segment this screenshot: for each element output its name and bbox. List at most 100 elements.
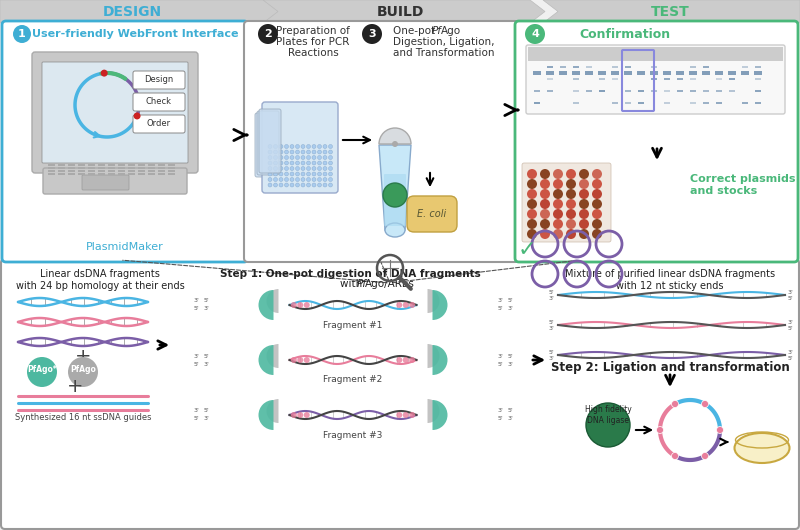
Circle shape — [579, 229, 589, 239]
Polygon shape — [543, 0, 800, 23]
Circle shape — [323, 166, 327, 171]
Text: 3': 3' — [507, 306, 513, 312]
FancyBboxPatch shape — [43, 168, 187, 194]
Bar — [677, 78, 683, 80]
Bar — [755, 78, 761, 80]
Circle shape — [402, 302, 409, 308]
Bar — [148, 164, 155, 166]
Circle shape — [329, 145, 333, 148]
Circle shape — [329, 172, 333, 176]
Bar — [716, 90, 722, 92]
Circle shape — [527, 189, 537, 199]
FancyBboxPatch shape — [2, 21, 248, 262]
Bar — [158, 167, 165, 169]
Bar — [534, 90, 540, 92]
Bar — [715, 71, 723, 75]
Circle shape — [592, 179, 602, 189]
Circle shape — [579, 199, 589, 209]
Circle shape — [258, 24, 278, 44]
Circle shape — [291, 302, 297, 308]
Bar — [547, 90, 553, 92]
Circle shape — [274, 150, 278, 154]
Circle shape — [396, 302, 402, 308]
Bar — [48, 170, 55, 172]
Circle shape — [671, 401, 678, 408]
Circle shape — [301, 172, 305, 176]
Text: Fragment #2: Fragment #2 — [323, 375, 382, 384]
Bar — [598, 71, 606, 75]
Bar — [637, 71, 645, 75]
Text: Synthesized 16 nt ssDNA guides: Synthesized 16 nt ssDNA guides — [14, 413, 151, 422]
Circle shape — [298, 412, 303, 418]
Bar — [728, 71, 736, 75]
Circle shape — [525, 24, 545, 44]
Bar — [138, 173, 145, 175]
Circle shape — [268, 161, 272, 165]
FancyBboxPatch shape — [133, 115, 185, 133]
Bar — [676, 71, 684, 75]
Circle shape — [329, 166, 333, 171]
Circle shape — [268, 166, 272, 171]
Text: Reactions: Reactions — [288, 48, 338, 58]
Text: E. coli: E. coli — [418, 209, 446, 219]
Circle shape — [312, 161, 316, 165]
Bar — [755, 66, 761, 68]
Circle shape — [540, 169, 550, 179]
Circle shape — [318, 166, 322, 171]
Circle shape — [285, 172, 289, 176]
Circle shape — [290, 145, 294, 148]
Bar — [158, 164, 165, 166]
Circle shape — [274, 145, 278, 148]
Bar — [88, 170, 95, 172]
Circle shape — [291, 357, 297, 363]
Circle shape — [285, 166, 289, 171]
Circle shape — [312, 178, 316, 181]
Bar — [586, 90, 592, 92]
Circle shape — [527, 199, 537, 209]
Bar — [108, 167, 115, 169]
Bar — [638, 90, 644, 92]
Bar — [599, 90, 605, 92]
Text: 3': 3' — [548, 325, 554, 331]
Bar — [48, 173, 55, 175]
Bar — [651, 78, 657, 80]
Text: 5': 5' — [497, 361, 503, 367]
Text: Preparation of: Preparation of — [276, 26, 350, 36]
Bar — [702, 71, 710, 75]
Text: DESIGN: DESIGN — [102, 4, 162, 19]
Bar — [703, 66, 709, 68]
Circle shape — [301, 166, 305, 171]
Circle shape — [383, 183, 407, 207]
FancyBboxPatch shape — [522, 163, 611, 242]
Circle shape — [527, 209, 537, 219]
Text: Pf: Pf — [432, 26, 442, 36]
Bar — [168, 173, 175, 175]
Bar — [108, 164, 115, 166]
Bar — [690, 78, 696, 80]
Circle shape — [527, 179, 537, 189]
Text: 5': 5' — [507, 298, 513, 304]
Circle shape — [312, 155, 316, 160]
Circle shape — [274, 161, 278, 165]
Text: 3': 3' — [507, 361, 513, 367]
Text: One-pot: One-pot — [393, 26, 438, 36]
Text: 3: 3 — [368, 29, 376, 39]
Text: 5': 5' — [507, 354, 513, 358]
Ellipse shape — [385, 223, 405, 237]
Bar — [78, 167, 85, 169]
Bar — [68, 164, 75, 166]
Circle shape — [306, 145, 310, 148]
Polygon shape — [0, 0, 280, 23]
Bar — [573, 90, 579, 92]
Text: 5': 5' — [497, 417, 503, 421]
Bar — [78, 164, 85, 166]
Circle shape — [290, 150, 294, 154]
Circle shape — [329, 183, 333, 187]
Circle shape — [540, 189, 550, 199]
Bar — [547, 66, 553, 68]
Circle shape — [279, 161, 283, 165]
Text: Linear dsDNA fragments
with 24 bp homology at their ends: Linear dsDNA fragments with 24 bp homolo… — [16, 269, 184, 290]
Bar — [742, 102, 748, 104]
Bar — [586, 66, 592, 68]
Bar — [138, 164, 145, 166]
